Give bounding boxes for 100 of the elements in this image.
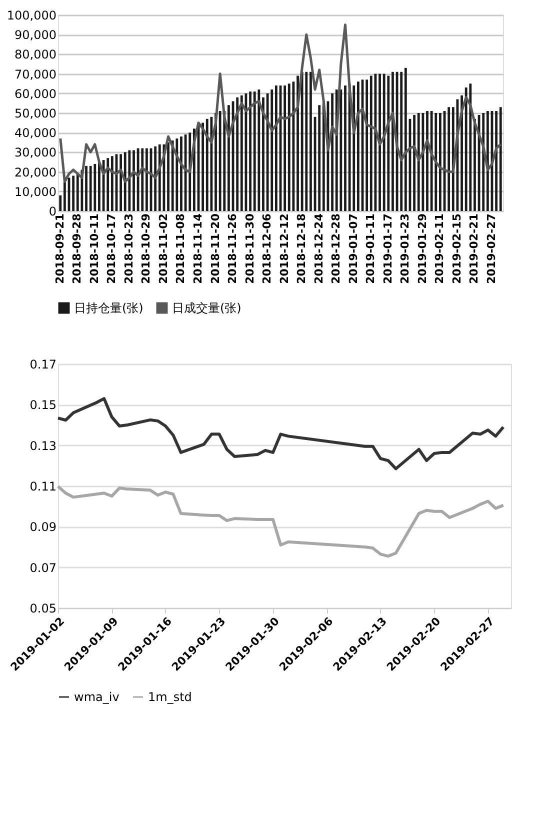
bar [300,72,304,211]
bar [382,74,386,211]
bar [266,93,269,211]
bar [262,97,264,211]
bar [72,176,75,211]
bar [288,84,290,211]
x-tick-label: 2018-12-24 [312,213,326,284]
x-tick-label: 2019-01-23 [398,214,412,284]
y-tick-label: 0.13 [30,438,56,453]
bar [110,156,114,211]
bar [167,142,170,211]
bar [495,111,498,211]
bar [124,152,126,211]
bar [482,113,485,211]
bar [253,91,256,211]
bar [366,80,368,211]
bar [378,74,381,211]
legend-label: wma_iv [74,690,120,704]
bar [171,140,174,211]
x-tick-label: 2018-11-14 [191,213,204,284]
bar [370,76,372,211]
bar [106,158,110,211]
y-tick-label: 60,000 [14,86,56,101]
y-tick-label: 40,000 [14,126,56,140]
bar [356,82,360,211]
x-tick-label: 2018-12-18 [295,214,308,284]
y-tick-label: 0.15 [30,398,56,412]
x-tick-label: 2018-12-28 [330,214,343,284]
bar [417,113,420,211]
bar [141,148,144,211]
x-tick-label: 2018-10-11 [88,214,101,284]
line-series [59,24,502,183]
bar [154,146,157,211]
legend-label: 日成交量(张) [172,301,242,315]
bar [331,93,334,211]
legend-label: 1m_std [148,690,192,704]
bar [249,91,252,211]
x-tick-label: 2019-02-11 [433,214,446,284]
y-tick-label: 0.07 [30,560,56,575]
bar [132,150,135,211]
bar [392,72,394,211]
x-tick-label: 2018-10-29 [140,214,153,284]
bar [89,166,92,211]
bar [296,76,299,211]
bar [274,86,278,211]
bar [120,154,122,211]
bar [202,122,204,211]
bar [136,148,140,211]
legend-label: 日持仓量(张) [74,301,144,315]
bar [146,148,148,211]
bar [344,86,346,211]
bar [94,164,96,211]
x-tick-label: 2018-10-17 [105,214,118,284]
bar [486,111,489,211]
bar [434,113,438,211]
y-tick-label: 0.11 [30,480,56,494]
bar [258,89,260,211]
x-tick-label: 2018-11-26 [226,213,240,284]
y-tick-label: 90,000 [14,28,56,42]
bar [85,166,88,211]
bar [460,95,463,211]
y-tick-label: 70,000 [14,67,56,82]
bar [63,182,66,211]
bar [387,76,390,211]
x-tick-label: 2019-02-27 [484,214,498,284]
x-tick-label: 2019-01-11 [364,214,378,284]
bar [340,89,342,211]
bar [400,72,403,211]
x-tick-label: 2019-02-15 [450,214,464,284]
y-tick-label: 100,000 [6,8,56,22]
y-tick-label: 0.05 [30,602,56,616]
bar [499,107,502,211]
bar [310,72,312,211]
bar [284,86,286,211]
y-tick-label: 30,000 [14,146,56,160]
bar [240,95,243,211]
x-tick-label: 2018-12-12 [278,214,291,284]
x-tick-label: 2018-12-06 [260,213,274,284]
y-tick-label: 0 [48,204,56,218]
bar [422,113,424,211]
bar [128,150,131,211]
x-tick-label: 2018-09-28 [70,214,84,284]
bar [236,97,239,211]
bar [210,116,213,211]
bar [206,118,208,211]
x-tick-label: 2018-11-30 [243,213,256,284]
x-tick-label: 2018-11-20 [208,213,222,284]
x-tick-label: 2019-01-29 [416,214,429,284]
bar [76,174,79,211]
bar [474,118,476,211]
y-tick-label: 10,000 [14,184,56,199]
bar [218,111,222,211]
bar [228,105,230,211]
bar [305,72,308,211]
bar [469,84,472,211]
bar [430,111,433,211]
bar [413,114,416,211]
x-tick-label: 2018-10-23 [122,214,136,284]
x-tick-label: 2018-11-08 [174,214,188,284]
bar [318,105,321,211]
